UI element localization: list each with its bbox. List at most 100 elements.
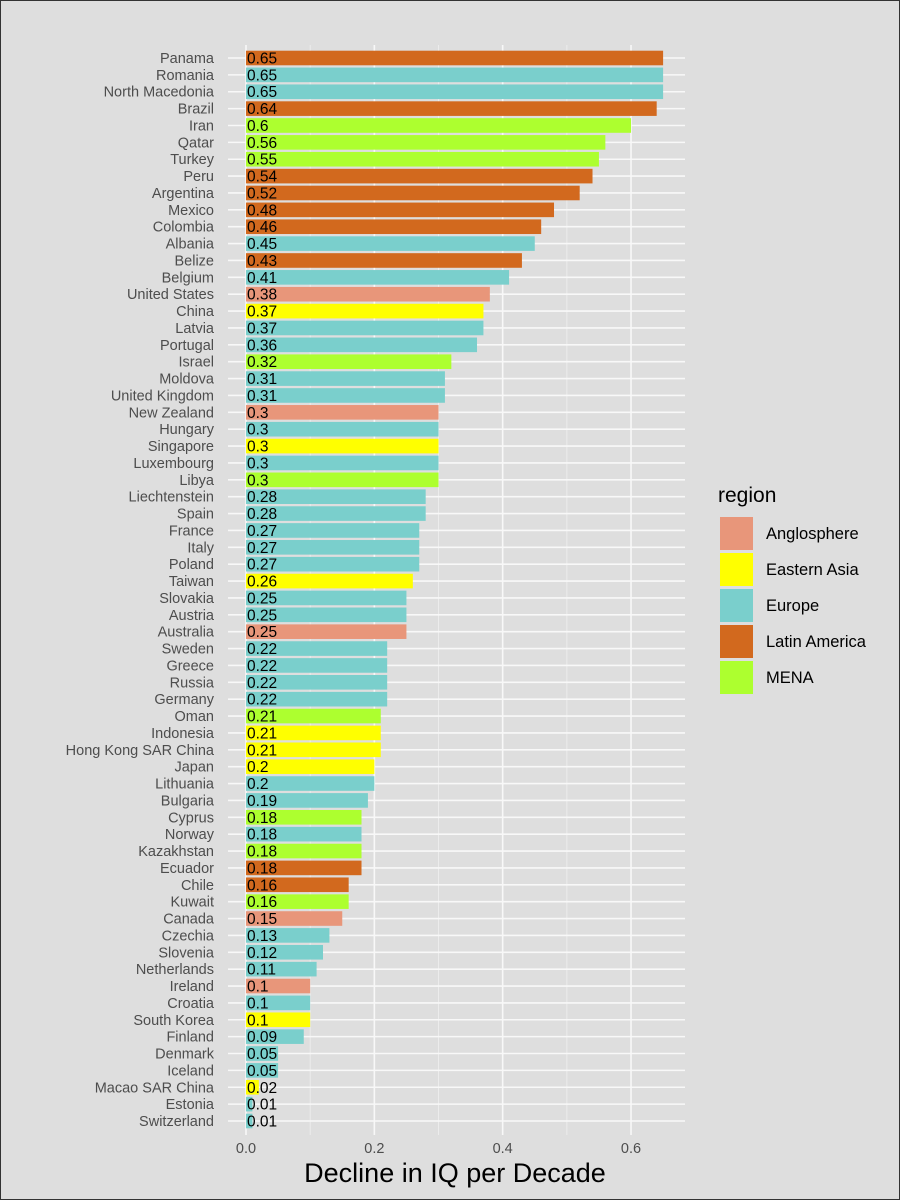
data-label: 0.43: [247, 253, 277, 270]
legend-swatch: [720, 517, 753, 550]
y-tick-label: Ecuador: [160, 861, 214, 877]
y-tick-label: Croatia: [167, 996, 215, 1012]
y-tick-label: Czechia: [162, 928, 215, 944]
y-tick-label: Ireland: [170, 979, 214, 995]
bar: [246, 961, 317, 977]
y-tick-label: Switzerland: [139, 1114, 214, 1130]
x-tick-label: 0.6: [621, 1141, 641, 1157]
y-tick-label: Turkey: [170, 152, 215, 168]
bar: [246, 371, 445, 386]
data-label: 0.22: [247, 658, 277, 675]
y-tick-label: Greece: [166, 658, 214, 674]
data-label: 0.56: [247, 135, 277, 152]
legend-title: region: [718, 484, 776, 507]
bar: [246, 641, 388, 656]
data-label: 0.22: [247, 692, 277, 709]
y-tick-label: Brazil: [178, 102, 214, 118]
x-tick-label: 0.2: [364, 1141, 384, 1157]
legend-label: Europe: [766, 597, 819, 615]
bar: [246, 337, 478, 353]
legend-swatch: [720, 625, 753, 658]
bar: [246, 523, 420, 538]
bar: [246, 320, 484, 336]
y-tick-label: Belize: [175, 253, 215, 269]
y-tick-label: Kazakhstan: [138, 844, 214, 860]
y-tick-label: Albania: [166, 237, 215, 253]
data-label: 0.13: [247, 928, 277, 945]
y-tick-label: Russia: [170, 675, 215, 691]
y-tick-label: Portugal: [160, 338, 214, 354]
y-tick-label: Netherlands: [136, 962, 214, 978]
bar: [246, 944, 324, 960]
data-label: 0.02: [247, 1080, 277, 1097]
y-tick-label: Mexico: [168, 203, 214, 219]
bar: [246, 995, 311, 1011]
bar: [246, 118, 632, 133]
data-label: 0.28: [247, 489, 277, 506]
y-tick-label: New Zealand: [129, 405, 214, 421]
data-label: 0.41: [247, 270, 277, 287]
data-label: 0.05: [247, 1046, 277, 1063]
legend-label: Latin America: [766, 633, 867, 651]
y-tick-label: Italy: [187, 540, 214, 556]
x-tick-label: 0.0: [236, 1141, 256, 1157]
data-label: 0.16: [247, 894, 277, 911]
data-label: 0.19: [247, 793, 277, 810]
bar: [246, 168, 593, 184]
data-label: 0.27: [247, 557, 277, 574]
y-tick-label: Norway: [165, 827, 215, 843]
y-tick-label: Macao SAR China: [95, 1080, 215, 1096]
legend-swatch: [720, 553, 753, 586]
y-tick-label: Colombia: [153, 220, 215, 236]
y-tick-label: Argentina: [152, 186, 215, 202]
y-tick-label: Japan: [174, 760, 214, 776]
y-tick-label: United Kingdom: [111, 388, 214, 404]
data-label: 0.2: [247, 759, 269, 776]
y-tick-label: Bulgaria: [161, 793, 215, 809]
bar: [246, 1079, 259, 1095]
y-tick-label: Australia: [158, 625, 215, 641]
data-label: 0.54: [247, 169, 278, 186]
y-tick-label: Cyprus: [168, 810, 214, 826]
bar: [246, 84, 664, 100]
y-tick-label: Oman: [175, 709, 215, 725]
bar: [246, 556, 420, 572]
bar: [246, 776, 375, 791]
data-label: 0.3: [247, 405, 269, 422]
data-label: 0.45: [247, 236, 277, 253]
y-tick-label: United States: [127, 287, 214, 303]
y-tick-label: Belgium: [162, 270, 214, 286]
bar: [246, 405, 439, 420]
bar: [246, 624, 407, 639]
y-tick-label: Peru: [183, 169, 214, 185]
data-label: 0.32: [247, 354, 277, 371]
legend-swatch: [720, 589, 753, 622]
data-label: 0.31: [247, 371, 277, 388]
legend-label: Anglosphere: [766, 525, 859, 543]
y-tick-label: Poland: [169, 557, 214, 573]
bar: [246, 540, 420, 555]
data-label: 0.26: [247, 574, 277, 591]
bar: [246, 978, 311, 994]
y-tick-label: Indonesia: [151, 726, 215, 742]
data-label: 0.01: [247, 1114, 277, 1131]
bar: [246, 1113, 253, 1129]
y-tick-label: Libya: [179, 473, 215, 489]
data-label: 0.25: [247, 590, 277, 607]
bar: [246, 1046, 279, 1061]
bar: [246, 894, 349, 909]
y-tick-label: Luxembourg: [133, 456, 214, 472]
y-tick-label: Iran: [189, 118, 214, 134]
bar: [246, 742, 381, 758]
data-label: 0.37: [247, 304, 277, 321]
data-label: 0.3: [247, 472, 269, 489]
data-label: 0.18: [247, 810, 277, 827]
bar: [246, 253, 522, 268]
y-tick-label: Denmark: [155, 1047, 215, 1063]
data-label: 0.09: [247, 1029, 277, 1046]
bar: [246, 1096, 253, 1112]
bar: [246, 691, 388, 707]
bar: [246, 506, 426, 521]
